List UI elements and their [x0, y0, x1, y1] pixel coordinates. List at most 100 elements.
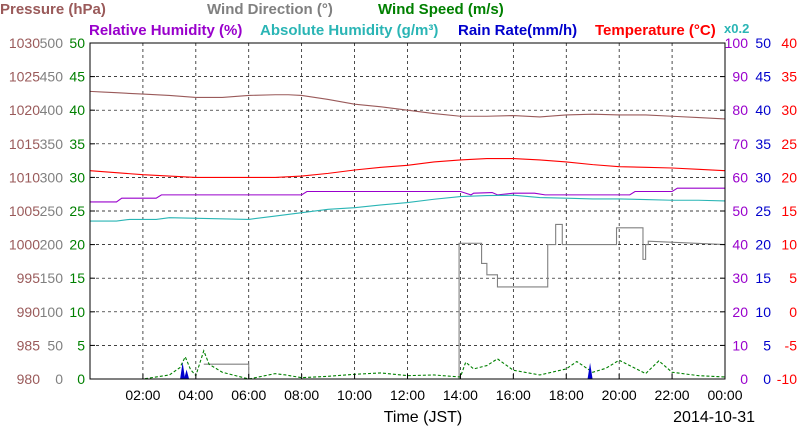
y-tick-pressure: 1005 — [9, 203, 40, 219]
y-tick-relative-humidity: 80 — [732, 102, 748, 118]
y-tick-rain-rate: 20 — [755, 237, 771, 253]
y-tick-temperature: 30 — [781, 102, 797, 118]
y-tick-relative-humidity: 20 — [732, 304, 748, 320]
y-tick-relative-humidity: 50 — [732, 203, 748, 219]
y-tick-temperature: -5 — [785, 337, 798, 353]
y-tick-pressure: 980 — [17, 371, 41, 387]
legend-wind-speed: Wind Speed (m/s) — [378, 1, 504, 18]
y-tick-temperature: 5 — [789, 270, 797, 286]
series-line-wind-speed — [90, 349, 726, 380]
legend-relative-humidity: Relative Humidity (%) — [89, 22, 242, 39]
y-tick-rain-rate: 5 — [763, 337, 771, 353]
y-tick-pressure: 1015 — [9, 136, 40, 152]
x-tick-label: 02:00 — [125, 387, 160, 403]
y-tick-wind-speed: 5 — [77, 337, 85, 353]
y-tick-wind-speed: 25 — [69, 203, 85, 219]
y-tick-rain-rate: 30 — [755, 169, 771, 185]
y-tick-wind-speed: 10 — [69, 304, 85, 320]
y-tick-wind-speed: 50 — [69, 35, 85, 51]
legend-scale-note: x0.2 — [724, 21, 749, 36]
rain-rate-bar — [180, 362, 186, 379]
y-tick-rain-rate: 45 — [755, 69, 771, 85]
y-tick-wind-direction: 400 — [40, 102, 64, 118]
y-tick-pressure: 990 — [17, 304, 41, 320]
series-line-temperature — [89, 158, 726, 178]
legend-temperature: Temperature (°C) — [595, 22, 716, 39]
x-tick-label: 08:00 — [284, 387, 319, 403]
x-tick-label: 12:00 — [390, 387, 425, 403]
y-tick-rain-rate: 35 — [755, 136, 771, 152]
legend: Pressure (hPa) Wind Direction (°) Wind S… — [0, 1, 749, 39]
y-tick-relative-humidity: 40 — [732, 237, 748, 253]
y-tick-wind-direction: 100 — [40, 304, 64, 320]
y-tick-wind-speed: 0 — [77, 371, 85, 387]
y-tick-pressure: 995 — [17, 270, 41, 286]
y-tick-wind-speed: 40 — [69, 102, 85, 118]
series-line-wind-direction — [203, 223, 726, 380]
x-tick-label: 18:00 — [549, 387, 584, 403]
legend-pressure: Pressure (hPa) — [0, 1, 106, 18]
y-tick-wind-direction: 500 — [40, 35, 64, 51]
x-tick-label: 20:00 — [602, 387, 637, 403]
legend-wind-direction: Wind Direction (°) — [207, 1, 333, 18]
x-axis-title: Time (JST) — [384, 409, 463, 426]
y-tick-wind-speed: 45 — [69, 69, 85, 85]
y-tick-relative-humidity: 60 — [732, 169, 748, 185]
y-tick-wind-direction: 450 — [40, 69, 64, 85]
x-tick-label: 04:00 — [178, 387, 213, 403]
legend-rain-rate: Rain Rate(mm/h) — [458, 22, 577, 39]
rain-rate-bar — [587, 362, 593, 379]
y-tick-pressure: 1030 — [9, 35, 40, 51]
y-tick-relative-humidity: 100 — [725, 35, 749, 51]
y-tick-relative-humidity: 10 — [732, 337, 748, 353]
y-tick-wind-direction: 200 — [40, 237, 64, 253]
y-tick-pressure: 1010 — [9, 169, 40, 185]
y-tick-temperature: 0 — [789, 304, 797, 320]
y-tick-wind-direction: 350 — [40, 136, 64, 152]
series-layer — [89, 90, 726, 380]
y-tick-wind-speed: 35 — [69, 136, 85, 152]
x-tick-label: 10:00 — [337, 387, 372, 403]
y-tick-temperature: 10 — [781, 237, 797, 253]
y-tick-rain-rate: 15 — [755, 270, 771, 286]
y-tick-relative-humidity: 90 — [732, 69, 748, 85]
x-tick-label: 00:00 — [707, 387, 742, 403]
y-tick-pressure: 985 — [17, 337, 41, 353]
y-tick-temperature: 15 — [781, 203, 797, 219]
y-tick-temperature: 25 — [781, 136, 797, 152]
y-tick-temperature: -10 — [777, 371, 797, 387]
grid — [90, 43, 725, 379]
y-tick-temperature: 35 — [781, 69, 797, 85]
y-tick-pressure: 1020 — [9, 102, 40, 118]
chart-date: 2014-10-31 — [673, 409, 755, 426]
legend-absolute-humidity: Absolute Humidity (g/m³) — [260, 22, 438, 39]
x-tick-label: 22:00 — [655, 387, 690, 403]
y-tick-temperature: 40 — [781, 35, 797, 51]
y-tick-wind-direction: 50 — [47, 337, 63, 353]
y-tick-wind-direction: 150 — [40, 270, 64, 286]
series-line-absolute-humidity-x0-2 — [90, 194, 726, 222]
y-tick-rain-rate: 50 — [755, 35, 771, 51]
series-line-relative-humidity — [90, 187, 725, 203]
x-tick-label: 16:00 — [496, 387, 531, 403]
y-tick-rain-rate: 0 — [763, 371, 771, 387]
y-tick-rain-rate: 40 — [755, 102, 771, 118]
y-tick-pressure: 1025 — [9, 69, 40, 85]
y-tick-rain-rate: 25 — [755, 203, 771, 219]
y-tick-wind-direction: 0 — [55, 371, 63, 387]
y-tick-relative-humidity: 70 — [732, 136, 748, 152]
y-tick-wind-direction: 250 — [40, 203, 64, 219]
y-tick-wind-speed: 20 — [69, 237, 85, 253]
y-tick-rain-rate: 10 — [755, 304, 771, 320]
y-tick-pressure: 1000 — [9, 237, 40, 253]
x-tick-label: 14:00 — [443, 387, 478, 403]
y-tick-wind-speed: 15 — [69, 270, 85, 286]
x-axis-ticks: 02:00 04:00 06:00 08:00 10:00 12:00 14:00 16:00… — [125, 374, 743, 403]
rain-rate-bar — [184, 369, 190, 379]
y-tick-relative-humidity: 30 — [732, 270, 748, 286]
x-tick-label: 06:00 — [231, 387, 266, 403]
y-axis-ticks: 9809859909951000100510101015102010251030… — [9, 35, 797, 387]
series-line-pressure — [89, 90, 726, 120]
y-tick-temperature: 20 — [781, 169, 797, 185]
